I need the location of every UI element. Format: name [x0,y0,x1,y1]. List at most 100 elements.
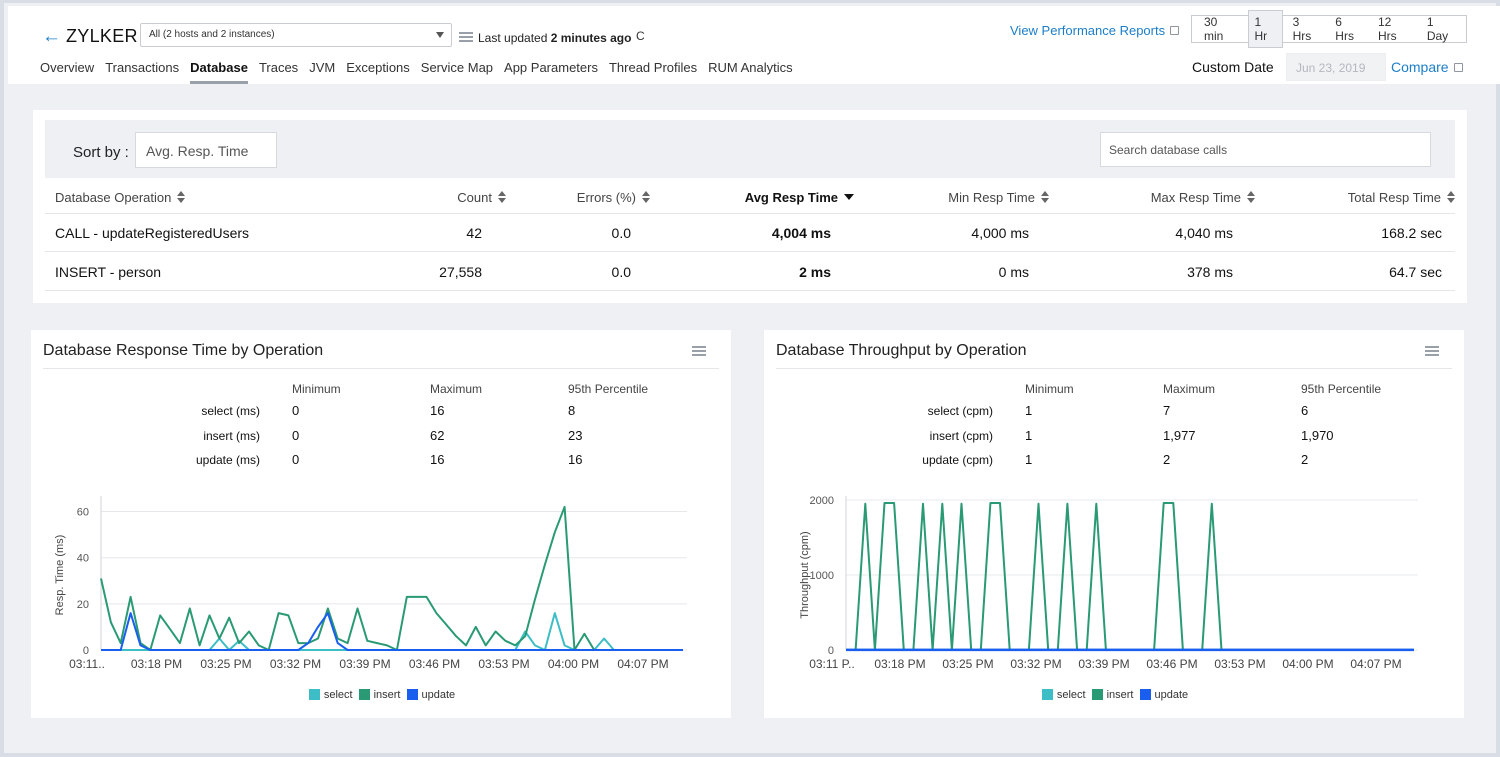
last-updated-prefix: Last updated [478,31,548,45]
legend-swatch [1091,689,1103,700]
column-header-total-resp-time[interactable]: Total Resp Time [1348,190,1455,205]
time-range-selector: 30 min 1 Hr 3 Hrs 6 Hrs 12 Hrs 1 Day [1191,10,1467,48]
host-selector[interactable]: All (2 hosts and 2 instances) [140,23,452,47]
cell-count: 27,558 [439,264,482,280]
stats-value: 16 [568,452,583,467]
y-tick-label: 20 [77,599,89,611]
tab-transactions[interactable]: Transactions [105,60,180,75]
series-line-update [101,612,683,651]
legend-item-update[interactable]: update [403,689,455,701]
tab-traces[interactable]: Traces [258,60,299,75]
sort-icon [1041,191,1049,203]
sort-icon [1247,191,1255,203]
cell-min-resp-time: 0 ms [998,264,1029,280]
database-operations-card: Sort by : Avg. Resp. Time Search databas… [33,110,1467,303]
cell-database-operation: INSERT - person [55,264,162,280]
cell-count: 42 [466,225,482,241]
tab-thread-profiles[interactable]: Thread Profiles [608,60,698,75]
sort-icon [1447,191,1455,203]
column-header-max-resp-time[interactable]: Max Resp Time [1151,190,1255,205]
legend-item-select[interactable]: select [1038,689,1086,701]
search-database-calls-input[interactable]: Search database calls [1100,132,1431,167]
x-tick-label: 03:53 PM [1214,657,1265,671]
x-tick-label: 03:18 PM [131,657,182,671]
legend-item-select[interactable]: select [305,689,353,701]
cell-avg-resp-time: 2 ms [799,264,831,280]
stats-row-label: update (cpm) [922,453,993,467]
response-time-chart-card: Database Response Time by Operation Minim… [31,330,731,718]
x-tick-label: 03:46 PM [409,657,460,671]
x-tick-label: 03:11 P.. [809,657,855,671]
external-link-icon [1170,26,1180,35]
table-row[interactable]: INSERT - person 27,558 0.0 2 ms 0 ms 378 ms 64… [45,253,1455,291]
column-header-errors[interactable]: Errors (%) [577,190,650,205]
column-header-avg-resp-time[interactable]: Avg Resp Time [745,190,854,205]
divider [43,368,719,369]
legend-label: insert [1106,689,1134,701]
stats-row-label: select (ms) [201,404,260,418]
stats-value: 1,970 [1301,427,1334,443]
tab-jvm[interactable]: JVM [309,60,336,75]
chart-menu-icon[interactable] [1425,346,1439,357]
y-tick-label: 0 [828,645,834,657]
stats-value: 6 [1301,403,1309,418]
x-tick-label: 03:39 PM [1078,657,1129,671]
chart-menu-icon[interactable] [692,346,706,357]
tab-database[interactable]: Database [190,60,248,84]
range-1-day[interactable]: 1 Day [1426,15,1449,43]
tab-overview[interactable]: Overview [40,60,95,75]
y-tick-label: 0 [83,645,89,657]
legend-swatch [1041,689,1053,700]
stats-value: 23 [568,427,583,443]
x-tick-label: 04:00 PM [1282,657,1333,671]
stats-value: 7 [1163,403,1171,418]
main-nav: Overview Transactions Database Traces JVM Exc… [40,60,804,84]
tab-service-map[interactable]: Service Map [420,60,494,75]
column-header-label: Total Resp Time [1347,190,1441,205]
legend-swatch [358,689,370,700]
x-tick-label: 03:25 PM [942,657,993,671]
column-header-database-operation[interactable]: Database Operation [55,190,186,205]
stats-value: 2 [1301,452,1309,467]
sort-by-select[interactable]: Avg. Resp. Time [135,132,277,168]
range-12-hrs[interactable]: 12 Hrs [1377,15,1397,43]
custom-date-field[interactable]: Jun 23, 2019 [1286,53,1386,81]
range-1-hr[interactable]: 1 Hr [1247,10,1283,48]
back-arrow-icon[interactable]: ← [42,26,61,47]
x-tick-label: 03:25 PM [200,657,251,671]
column-header-min-resp-time[interactable]: Min Resp Time [948,190,1049,205]
cell-total-resp-time: 168.2 sec [1381,225,1442,241]
hamburger-menu-icon[interactable] [459,32,473,43]
stats-header-95th-percentile: 95th Percentile [1301,382,1382,396]
legend-label: update [1154,689,1189,701]
table-row[interactable]: CALL - updateRegisteredUsers 42 0.0 4,004 m… [45,214,1455,252]
stats-value: 8 [568,403,576,418]
legend-item-update[interactable]: update [1136,689,1189,701]
chart-title: Database Response Time by Operation [43,342,324,359]
refresh-icon[interactable]: C [636,29,645,43]
tab-rum-analytics[interactable]: RUM Analytics [708,60,793,75]
tab-exceptions[interactable]: Exceptions [346,60,410,75]
view-performance-reports-link[interactable]: View Performance Reports [1010,23,1180,38]
legend-item-insert[interactable]: insert [355,689,401,701]
compare-link[interactable]: Compare [1391,59,1463,75]
cell-max-resp-time: 4,040 ms [1175,225,1233,241]
sort-icon [498,191,506,203]
legend-item-insert[interactable]: insert [1088,689,1134,701]
stats-header-minimum: Minimum [1025,382,1074,396]
range-6-hrs[interactable]: 6 Hrs [1335,15,1354,43]
range-3-hrs[interactable]: 3 Hrs [1292,15,1312,43]
chart-legend: select insert update [764,687,1464,701]
legend-swatch [406,689,418,700]
x-tick-label: 03:18 PM [874,657,925,671]
tab-app-parameters[interactable]: App Parameters [504,60,598,75]
column-header-count[interactable]: Count [457,190,506,205]
stats-value: 16 [430,403,445,418]
stats-value: 2 [1163,452,1171,467]
range-30-min[interactable]: 30 min [1204,15,1224,43]
stats-value: 1 [1025,427,1033,443]
cell-max-resp-time: 378 ms [1187,264,1233,280]
cell-database-operation: CALL - updateRegisteredUsers [55,225,250,241]
line-chart: 0 20 40 60 Resp. Time (ms) 03:11.. 03:18 PM 03:… [54,496,687,671]
